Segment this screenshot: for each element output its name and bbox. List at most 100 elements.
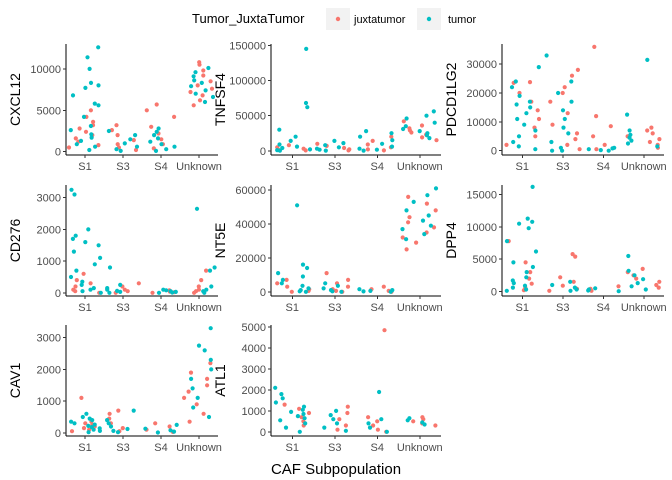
data-point-juxtatumor [81,426,87,431]
data-point-tumor [629,284,634,289]
y-tick-label: 2000 [37,224,61,236]
data-point-juxtatumor [434,138,439,143]
data-point-juxtatumor [66,145,72,150]
data-point-tumor [635,281,640,286]
x-tick-label-unknown: Unknown [397,302,443,314]
data-point-juxtatumor [406,194,411,199]
panel-nt5e: 0 20000 40000 60000 S1 S3 S4 Unknown NT5E [212,185,443,314]
x-tick-label-unknown: Unknown [397,442,443,454]
data-point-tumor [568,288,573,293]
data-point-tumor [96,103,101,108]
data-point-juxtatumor [289,289,294,294]
data-point-juxtatumor [182,395,187,400]
data-point-tumor [598,148,603,153]
data-point-tumor [92,262,97,267]
data-point-tumor [91,286,96,291]
data-point-juxtatumor [645,128,650,133]
data-point-juxtatumor [533,134,538,139]
data-point-juxtatumor [573,254,578,259]
data-point-tumor [87,416,92,421]
x-tick-label-unknown: Unknown [621,161,667,173]
data-point-tumor [307,147,313,152]
data-point-juxtatumor [284,277,289,282]
data-point-juxtatumor [195,83,200,88]
data-point-juxtatumor [345,284,351,289]
data-point-tumor [300,274,305,279]
data-point-tumor [558,145,564,150]
data-point-juxtatumor [404,247,409,252]
data-point-juxtatumor [83,129,89,134]
data-point-juxtatumor [574,131,580,136]
data-point-tumor [301,411,306,417]
data-point-tumor [407,416,412,421]
data-point-tumor [115,430,121,435]
data-point-tumor [115,288,120,293]
data-point-juxtatumor [406,220,411,225]
x-tick-label-s3: S3 [556,302,569,314]
x-tick-label-s3: S3 [116,161,129,173]
data-point-juxtatumor [115,133,120,138]
data-point-tumor [305,265,310,271]
data-point-tumor [514,102,519,107]
data-point-juxtatumor [91,119,96,124]
data-point-tumor [143,426,148,431]
data-point-juxtatumor [657,279,662,284]
y-tick-label: 10000 [30,64,61,76]
y-tick-label: 20000 [466,88,497,100]
data-point-tumor [404,116,409,121]
data-point-tumor [401,126,406,132]
data-point-tumor [556,90,561,96]
data-point-juxtatumor [528,270,533,275]
data-point-juxtatumor [381,148,386,153]
x-tick-label-s1: S1 [78,161,91,173]
data-point-tumor [549,139,554,145]
data-point-juxtatumor [199,278,204,283]
data-point-tumor [88,287,93,292]
data-point-tumor [422,232,427,237]
y-axis-title: PDCD1LG2 [443,62,459,136]
y-axis-title: CD276 [7,219,23,263]
data-point-tumor [295,414,300,419]
y-tick-label: 2000 [242,385,266,397]
x-tick-label-s4: S4 [154,302,167,314]
legend-label-juxtatumor: juxtatumor [353,14,406,26]
data-point-tumor [98,255,103,260]
data-point-juxtatumor [324,271,329,276]
x-tick-label-unknown: Unknown [176,442,222,454]
data-point-tumor [426,213,431,218]
data-point-tumor [524,111,529,116]
y-axis-title: ATL1 [212,364,228,397]
x-tick-label-s4: S4 [371,442,384,454]
data-point-tumor [335,283,340,288]
data-point-tumor [118,148,123,153]
data-point-juxtatumor [657,137,662,142]
data-point-tumor [357,287,362,292]
data-point-juxtatumor [366,415,371,420]
data-point-juxtatumor [107,411,112,416]
data-point-tumor [155,136,161,141]
y-tick-label: 0 [260,146,266,158]
data-point-tumor [69,187,74,192]
data-point-juxtatumor [560,90,565,96]
data-point-tumor [118,282,123,287]
x-tick-label-s4: S4 [154,442,167,454]
y-tick-label: 3000 [242,364,266,376]
data-point-tumor [513,79,518,84]
data-point-tumor [643,287,648,292]
data-point-tumor [516,144,521,149]
data-point-juxtatumor [194,402,199,407]
data-point-tumor [280,145,285,151]
data-point-tumor [89,135,94,140]
data-point-juxtatumor [547,288,552,293]
data-point-tumor [294,144,300,149]
x-tick-label-s4: S4 [597,302,610,314]
data-point-tumor [632,273,637,278]
data-point-juxtatumor [315,141,320,146]
data-point-tumor [403,124,408,129]
data-point-tumor [341,141,346,146]
y-tick-label: 3000 [37,333,61,345]
data-point-tumor [289,409,294,414]
data-point-tumor [89,425,94,430]
data-point-tumor [193,70,198,75]
